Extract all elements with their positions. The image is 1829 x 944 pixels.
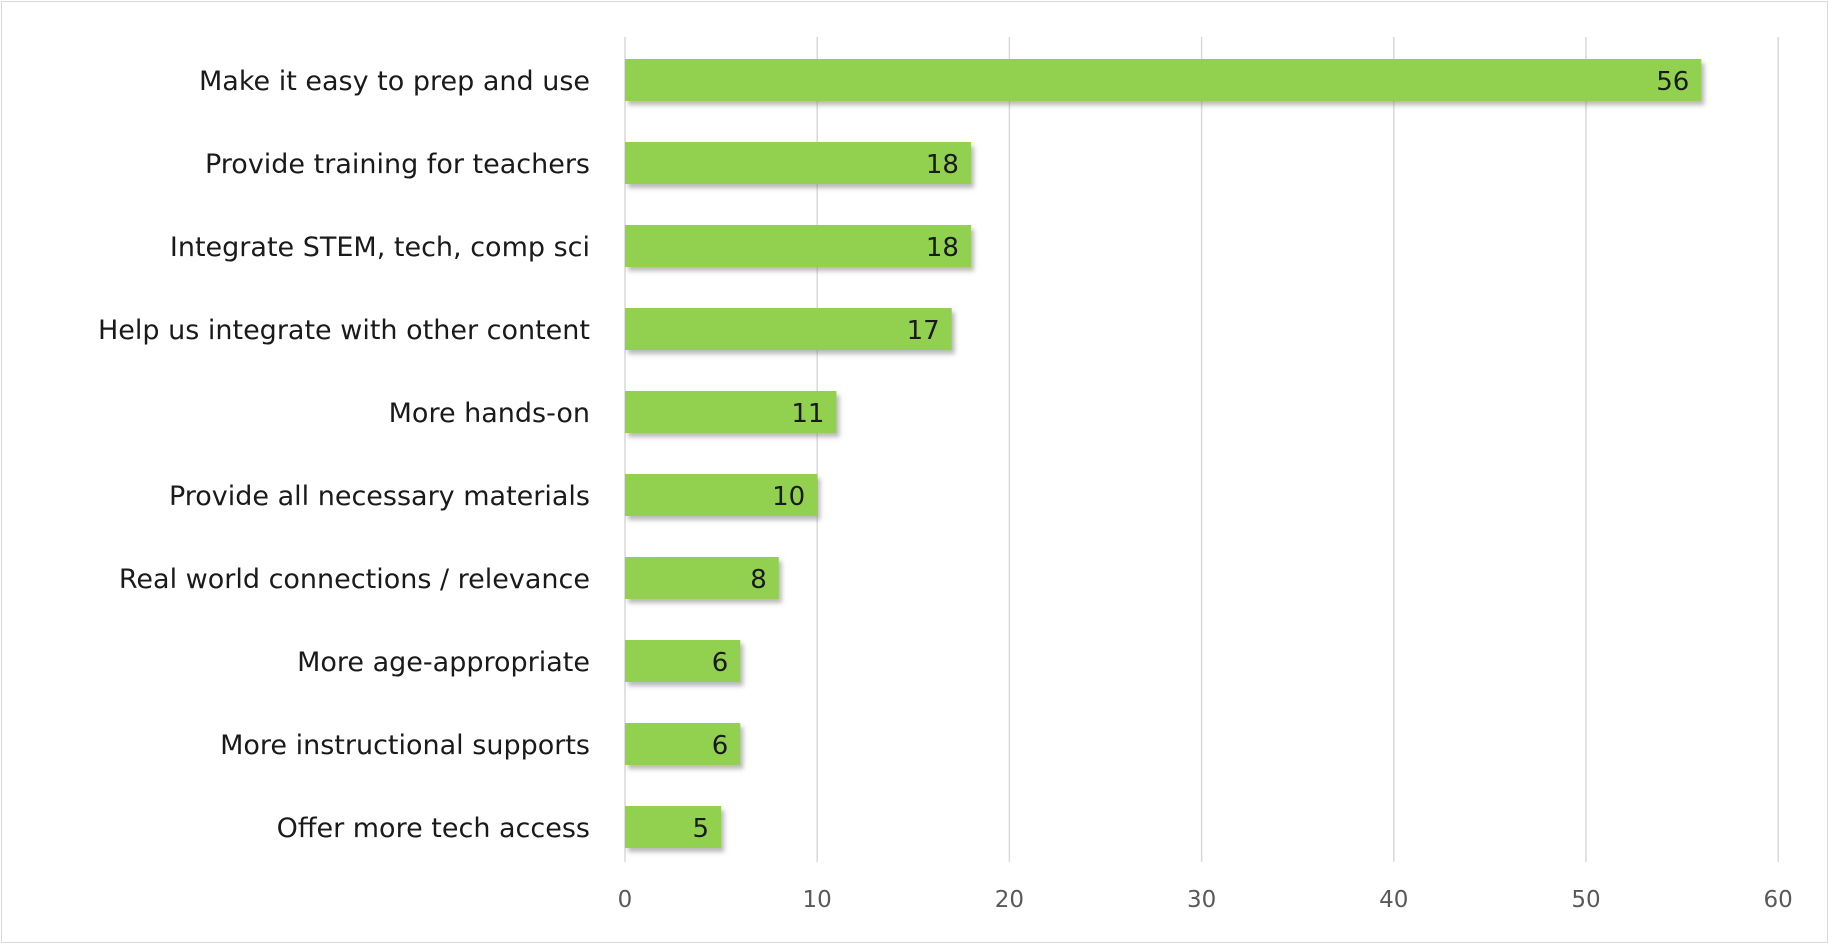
x-axis-tick-labels: 0 10 20 30 40 50 60 bbox=[618, 887, 1793, 913]
bar bbox=[625, 142, 971, 184]
category-label: Real world connections / relevance bbox=[119, 564, 590, 595]
data-label: 5 bbox=[693, 814, 710, 844]
bar bbox=[625, 723, 741, 765]
x-tick-label: 40 bbox=[1379, 887, 1408, 913]
x-tick-label: 0 bbox=[618, 887, 633, 913]
bar bbox=[625, 391, 837, 433]
data-label: 10 bbox=[772, 482, 805, 512]
bar bbox=[625, 474, 818, 516]
bar bbox=[625, 308, 952, 350]
category-label: Make it easy to prep and use bbox=[199, 66, 590, 97]
data-label: 17 bbox=[907, 316, 940, 346]
data-label: 56 bbox=[1656, 67, 1689, 97]
bar bbox=[625, 806, 722, 848]
category-label: Provide training for teachers bbox=[205, 149, 590, 180]
bar bbox=[625, 225, 971, 267]
data-label: 8 bbox=[750, 565, 767, 595]
x-tick-label: 20 bbox=[995, 887, 1024, 913]
data-label: 18 bbox=[926, 233, 959, 263]
category-label: Offer more tech access bbox=[277, 813, 590, 844]
bar bbox=[625, 59, 1702, 101]
data-labels: 56 18 18 17 11 10 8 6 6 5 bbox=[693, 67, 1690, 844]
category-label: More instructional supports bbox=[220, 730, 590, 761]
x-tick-label: 10 bbox=[803, 887, 832, 913]
data-label: 18 bbox=[926, 150, 959, 180]
x-tick-label: 60 bbox=[1764, 887, 1793, 913]
x-tick-label: 30 bbox=[1187, 887, 1216, 913]
data-label: 11 bbox=[791, 399, 824, 429]
category-label: Integrate STEM, tech, comp sci bbox=[170, 232, 590, 263]
data-label: 6 bbox=[712, 731, 729, 761]
category-labels: Make it easy to prep and use Provide trai… bbox=[98, 66, 590, 844]
bar bbox=[625, 557, 779, 599]
data-label: 6 bbox=[712, 648, 729, 678]
category-label: Help us integrate with other content bbox=[98, 315, 590, 346]
category-label: Provide all necessary materials bbox=[169, 481, 590, 512]
bar bbox=[625, 640, 741, 682]
x-tick-label: 50 bbox=[1571, 887, 1600, 913]
category-label: More hands-on bbox=[389, 398, 590, 429]
category-label: More age-appropriate bbox=[297, 647, 590, 678]
bars bbox=[625, 59, 1702, 848]
